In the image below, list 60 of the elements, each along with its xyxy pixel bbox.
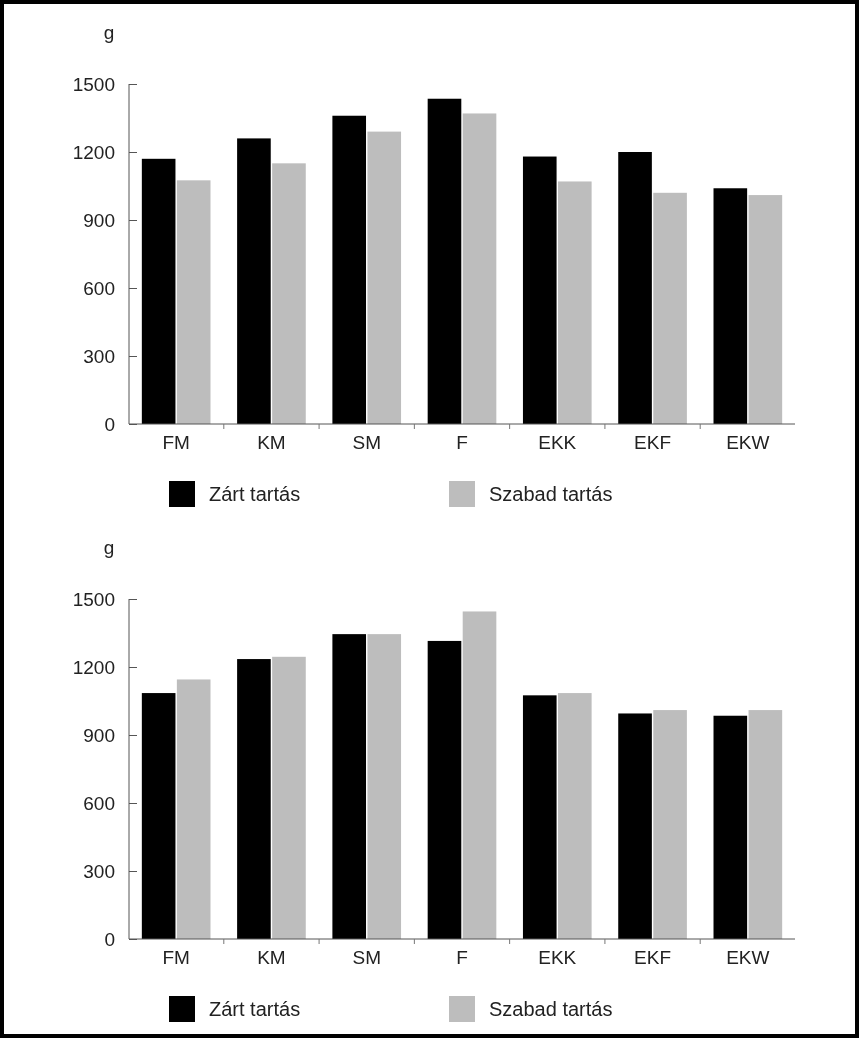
bar bbox=[713, 188, 748, 424]
bar bbox=[367, 634, 402, 939]
x-tick-label: EKK bbox=[538, 947, 577, 969]
bar bbox=[367, 131, 402, 424]
y-tick-label: 600 bbox=[83, 277, 115, 299]
bar bbox=[176, 679, 211, 939]
x-tick-label: SM bbox=[352, 432, 381, 454]
bar bbox=[618, 713, 652, 939]
y-tick-label: 300 bbox=[83, 345, 115, 367]
x-tick-label: EKW bbox=[726, 947, 770, 969]
bar bbox=[427, 640, 462, 939]
bar bbox=[237, 659, 271, 939]
y-tick-label: 0 bbox=[104, 413, 115, 435]
bar bbox=[653, 710, 687, 939]
bar bbox=[462, 113, 497, 424]
x-tick-label: F bbox=[456, 432, 468, 454]
bar bbox=[272, 163, 306, 424]
x-tick-label: FM bbox=[162, 432, 190, 454]
bar bbox=[462, 611, 497, 939]
y-tick-label: 0 bbox=[104, 928, 115, 950]
y-axis-title: g bbox=[103, 537, 115, 558]
x-tick-label: EKW bbox=[726, 432, 770, 454]
x-tick-label: KM bbox=[257, 947, 286, 969]
y-tick-label: 300 bbox=[83, 860, 115, 882]
y-tick-label: 900 bbox=[83, 724, 115, 746]
bar bbox=[427, 98, 462, 424]
x-tick-label: EKK bbox=[538, 432, 577, 454]
bar bbox=[522, 695, 557, 939]
legend-label: Zárt tartás bbox=[209, 998, 301, 1020]
bar bbox=[618, 152, 652, 424]
bar bbox=[713, 715, 748, 939]
bar bbox=[176, 180, 211, 424]
y-tick-label: 600 bbox=[83, 792, 115, 814]
x-tick-label: FM bbox=[162, 947, 190, 969]
x-tick-label: KM bbox=[257, 432, 286, 454]
bar bbox=[141, 158, 176, 424]
y-tick-label: 1500 bbox=[72, 73, 115, 95]
bar bbox=[653, 192, 687, 424]
bar bbox=[332, 115, 367, 424]
bar bbox=[748, 710, 783, 939]
y-tick-label: 1500 bbox=[72, 588, 115, 610]
bar bbox=[141, 693, 176, 939]
legend-label: Szabad tartás bbox=[489, 998, 613, 1020]
y-tick-label: 1200 bbox=[72, 656, 115, 678]
y-tick-label: 1200 bbox=[72, 141, 115, 163]
x-tick-label: EKF bbox=[634, 432, 672, 454]
y-axis-title: g bbox=[103, 22, 115, 43]
x-tick-label: F bbox=[456, 947, 468, 969]
bar bbox=[557, 693, 592, 939]
bar bbox=[522, 156, 557, 424]
legend-label: Szabad tartás bbox=[489, 483, 613, 505]
bar bbox=[272, 656, 306, 939]
bar bbox=[237, 138, 271, 424]
bar bbox=[748, 195, 783, 424]
y-tick-label: 900 bbox=[83, 209, 115, 231]
x-tick-label: SM bbox=[352, 947, 381, 969]
x-tick-label: EKF bbox=[634, 947, 672, 969]
bar bbox=[557, 181, 592, 424]
bar bbox=[332, 634, 367, 939]
legend-label: Zárt tartás bbox=[209, 483, 301, 505]
